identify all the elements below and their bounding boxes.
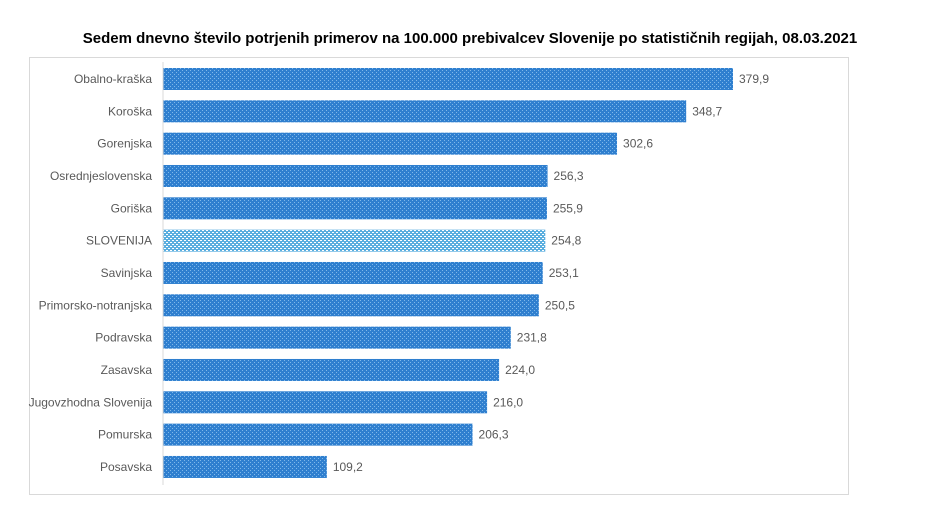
- category-label: Goriška: [111, 201, 153, 215]
- bar: [163, 261, 543, 284]
- data-label: 231,8: [517, 331, 547, 345]
- category-label: Primorsko-notranjska: [39, 298, 153, 312]
- data-label: 206,3: [479, 428, 509, 442]
- data-label: 254,8: [551, 234, 581, 248]
- data-label: 255,9: [553, 201, 583, 215]
- data-label: 224,0: [505, 363, 535, 377]
- bar: [163, 164, 548, 187]
- category-label: Posavska: [100, 460, 152, 474]
- category-label: Jugovzhodna Slovenija: [29, 395, 153, 409]
- data-label: 216,0: [493, 395, 523, 409]
- data-label: 253,1: [549, 266, 579, 280]
- chart-area: [29, 57, 849, 495]
- chart-title: Sedem dnevno število potrjenih primerov …: [82, 30, 858, 47]
- category-label: Osrednjeslovenska: [50, 169, 152, 183]
- category-label: Savinjska: [101, 266, 153, 280]
- category-label: SLOVENIJA: [86, 234, 152, 248]
- bar: [163, 100, 687, 123]
- bar: [163, 358, 500, 381]
- category-label: Gorenjska: [97, 137, 152, 151]
- bar: [163, 455, 327, 478]
- bar: [163, 68, 733, 90]
- category-label: Podravska: [95, 331, 152, 345]
- data-label: 302,6: [623, 137, 653, 151]
- bar: [163, 326, 511, 349]
- bar: [163, 197, 547, 220]
- bar: [163, 391, 488, 414]
- data-label: 348,7: [692, 104, 722, 118]
- bar: [163, 229, 546, 252]
- bar: [163, 294, 539, 317]
- category-label: Obalno-kraška: [74, 72, 152, 86]
- data-label: 250,5: [545, 298, 575, 312]
- bar: [163, 132, 618, 155]
- bar: [163, 423, 473, 446]
- category-label: Koroška: [108, 104, 152, 118]
- category-label: Zasavska: [101, 363, 153, 377]
- data-label: 109,2: [333, 460, 363, 474]
- data-label: 256,3: [554, 169, 584, 183]
- data-label: 379,9: [739, 72, 769, 86]
- category-label: Pomurska: [98, 428, 152, 442]
